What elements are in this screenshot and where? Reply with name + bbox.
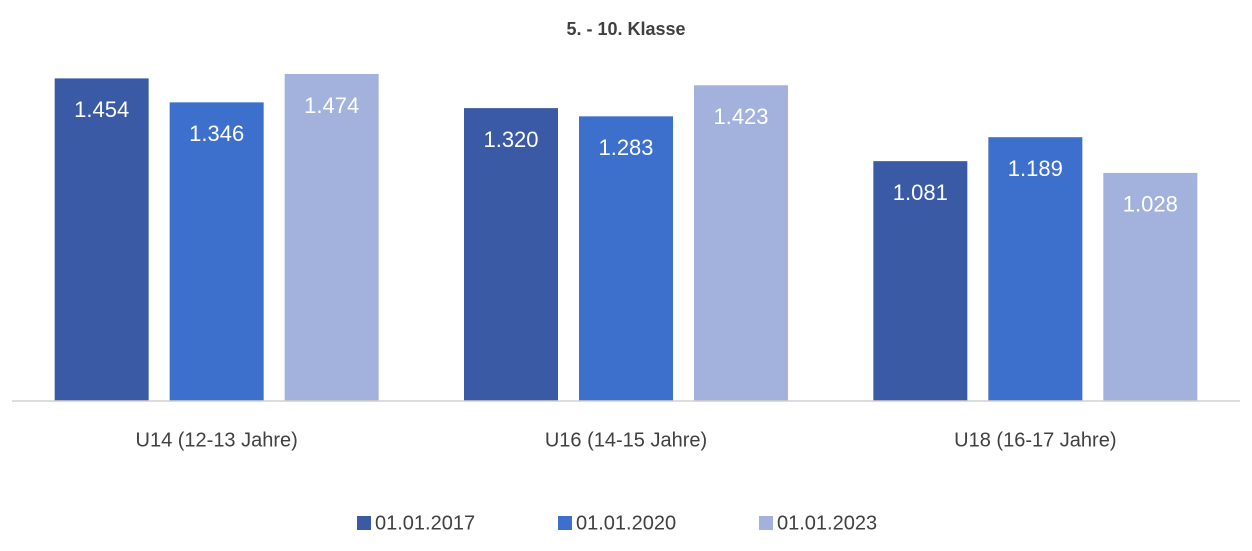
x-tick-label: U18 (16-17 Jahre)	[954, 429, 1116, 451]
bar	[988, 137, 1083, 402]
bar	[169, 102, 264, 401]
bar	[579, 116, 673, 401]
legend-label: 01.01.2017	[375, 512, 475, 534]
data-label: 1.028	[1123, 192, 1178, 217]
data-label: 1.189	[1008, 156, 1063, 181]
data-label: 1.346	[189, 121, 244, 146]
data-label: 1.081	[893, 180, 948, 205]
bar	[464, 108, 558, 401]
data-label: 1.454	[74, 97, 129, 122]
bar	[1103, 172, 1198, 401]
data-label: 1.474	[304, 93, 359, 118]
chart-title: 5. - 10. Klasse	[566, 19, 685, 39]
legend-label: 01.01.2020	[576, 512, 676, 534]
bar	[54, 78, 149, 402]
bar	[284, 73, 379, 402]
legend-swatch	[357, 516, 371, 530]
legend-swatch	[759, 516, 773, 530]
data-label: 1.283	[598, 135, 653, 160]
legend-label: 01.01.2023	[777, 512, 877, 534]
data-label: 1.423	[713, 104, 768, 129]
bar	[694, 85, 788, 401]
x-tick-label: U14 (12-13 Jahre)	[136, 429, 298, 451]
data-label: 1.320	[483, 127, 538, 152]
legend-swatch	[558, 516, 572, 530]
bar	[873, 161, 968, 401]
x-tick-label: U16 (14-15 Jahre)	[545, 429, 707, 451]
